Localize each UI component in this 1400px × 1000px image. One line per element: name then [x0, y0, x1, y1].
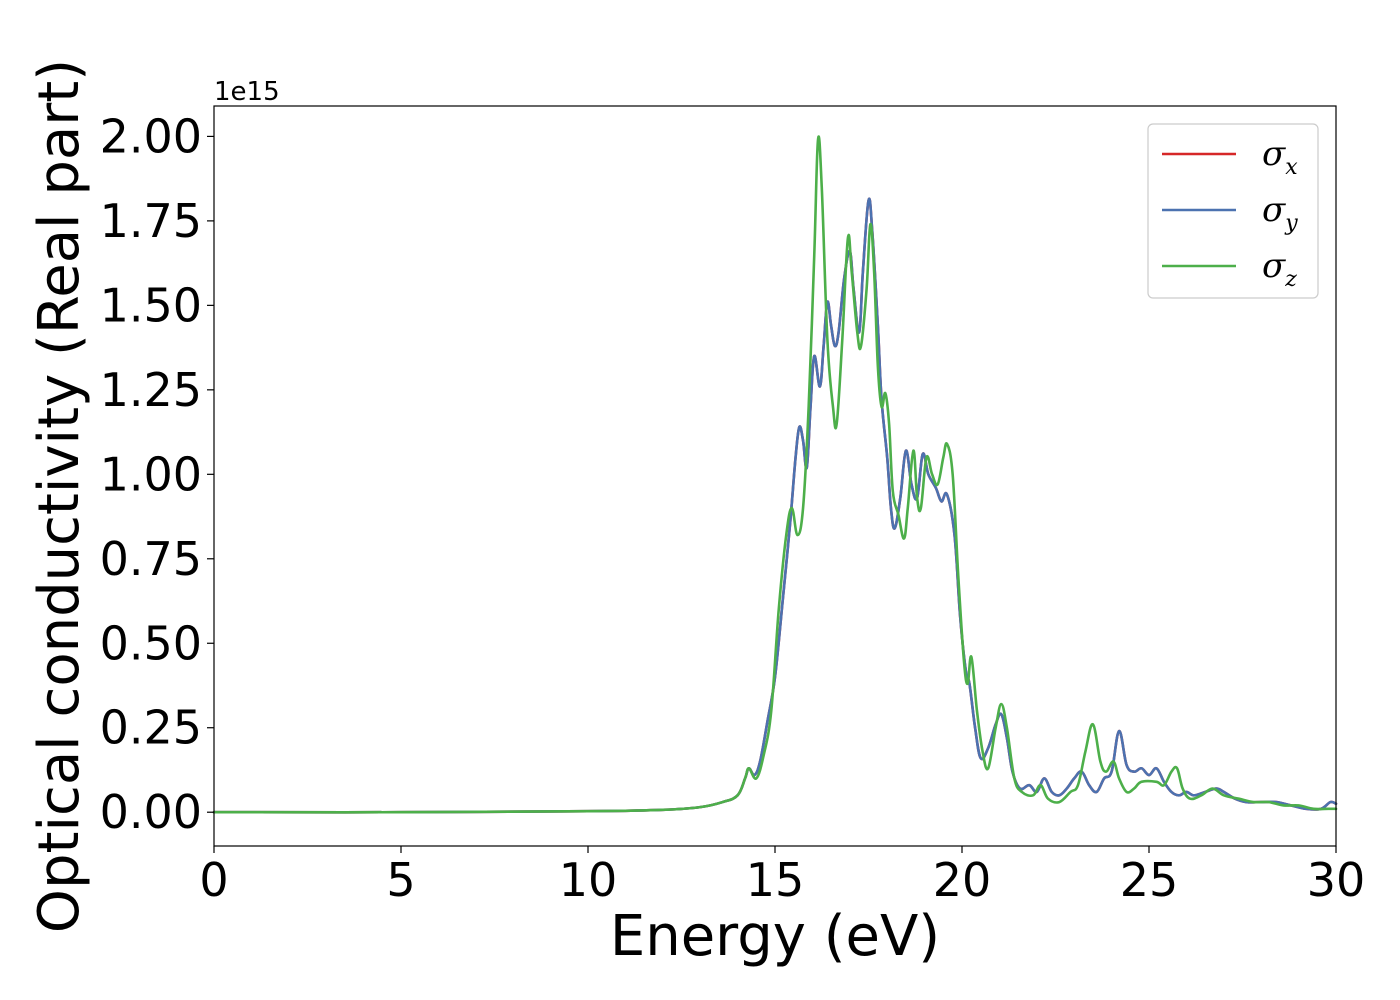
- y-tick-label: 0.75: [100, 532, 202, 586]
- x-tick-label: 20: [933, 853, 992, 907]
- y-tick-label: 1.25: [100, 363, 202, 417]
- x-axis-ticks: 0 5 10 15 20 25 30: [199, 846, 1365, 907]
- x-tick-label: 15: [746, 853, 805, 907]
- y-tick-label: 0.25: [100, 701, 202, 755]
- y-tick-label: 0.50: [100, 616, 202, 670]
- y-axis-ticks: 0.00 0.25 0.50 0.75 1.00 1.25 1.50 1.75 2.00: [100, 109, 214, 839]
- y-axis-offset-text: 1e15: [214, 77, 280, 107]
- series-layer: [212, 135, 1338, 814]
- x-tick-label: 30: [1307, 853, 1366, 907]
- x-axis-label: Energy (eV): [610, 904, 940, 969]
- y-tick-label: 1.75: [100, 194, 202, 248]
- y-tick-label: 2.00: [100, 109, 202, 163]
- y-tick-label: 1.00: [100, 447, 202, 501]
- x-tick-label: 5: [386, 853, 415, 907]
- y-tick-label: 0.00: [100, 785, 202, 839]
- series-line-y: [212, 197, 1338, 814]
- y-tick-label: 1.50: [100, 278, 202, 332]
- x-tick-label: 0: [199, 853, 228, 907]
- x-tick-label: 25: [1120, 853, 1179, 907]
- series-line-z: [212, 135, 1338, 814]
- x-tick-label: 10: [559, 853, 618, 907]
- y-axis-label: Optical conductivity (Real part): [27, 59, 92, 933]
